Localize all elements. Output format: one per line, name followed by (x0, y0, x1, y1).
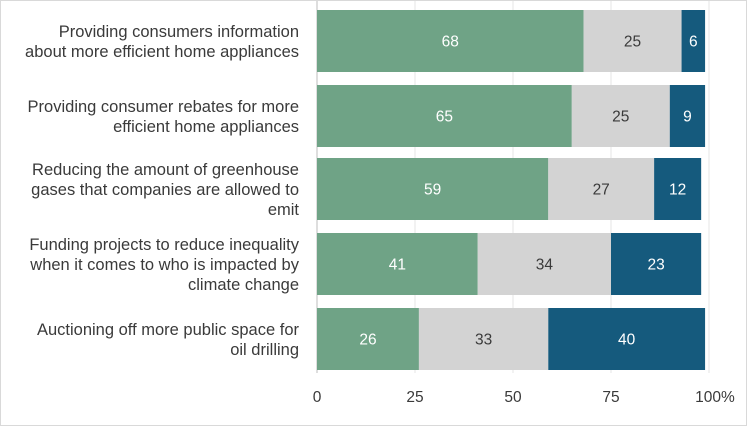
bar-segment (317, 10, 584, 72)
x-tick-label: 25 (406, 389, 423, 406)
data-label: 12 (669, 182, 686, 199)
category-label: Providing consumers information (59, 23, 299, 41)
data-label: 65 (436, 109, 453, 126)
category-label: climate change (188, 276, 299, 294)
bar-segment (317, 233, 478, 295)
category-label: emit (268, 201, 300, 219)
x-tick-label: 75 (602, 389, 619, 406)
data-label: 34 (536, 257, 554, 274)
data-label: 25 (612, 109, 629, 126)
data-label: 68 (442, 34, 459, 51)
data-label: 9 (683, 109, 692, 126)
bar-segment (548, 308, 706, 370)
bar-segment (317, 158, 549, 220)
bar-segment (669, 85, 706, 147)
data-label: 27 (593, 182, 610, 199)
category-label: oil drilling (230, 341, 299, 359)
data-label: 41 (389, 257, 406, 274)
bar-segment (611, 233, 702, 295)
category-label: efficient home appliances (113, 118, 299, 136)
bar-segment (654, 158, 702, 220)
data-label: 26 (359, 332, 376, 349)
bar-segment (418, 308, 549, 370)
data-label: 23 (647, 257, 664, 274)
bar-segment (583, 10, 682, 72)
category-label: Funding projects to reduce inequality (29, 236, 299, 254)
data-label: 25 (624, 34, 641, 51)
x-tick-label: 100% (695, 389, 735, 406)
category-label: Auctioning off more public space for (37, 321, 300, 339)
bar-segment (317, 308, 419, 370)
data-label: 6 (689, 34, 698, 51)
bar-segment (571, 85, 670, 147)
data-label: 40 (618, 332, 636, 349)
bar-segment (477, 233, 611, 295)
bar-segment (317, 85, 572, 147)
category-label: when it comes to who is impacted by (29, 256, 299, 274)
category-label: Providing consumer rebates for more (28, 98, 299, 116)
category-label: Reducing the amount of greenhouse (32, 161, 299, 179)
category-label: about more efficient home appliances (25, 43, 299, 61)
x-tick-label: 0 (313, 389, 322, 406)
category-label: gases that companies are allowed to (31, 181, 299, 199)
data-label: 59 (424, 182, 441, 199)
x-tick-label: 50 (504, 389, 522, 406)
bar-segment (548, 158, 655, 220)
bar-segment (681, 10, 706, 72)
data-label: 33 (475, 332, 492, 349)
